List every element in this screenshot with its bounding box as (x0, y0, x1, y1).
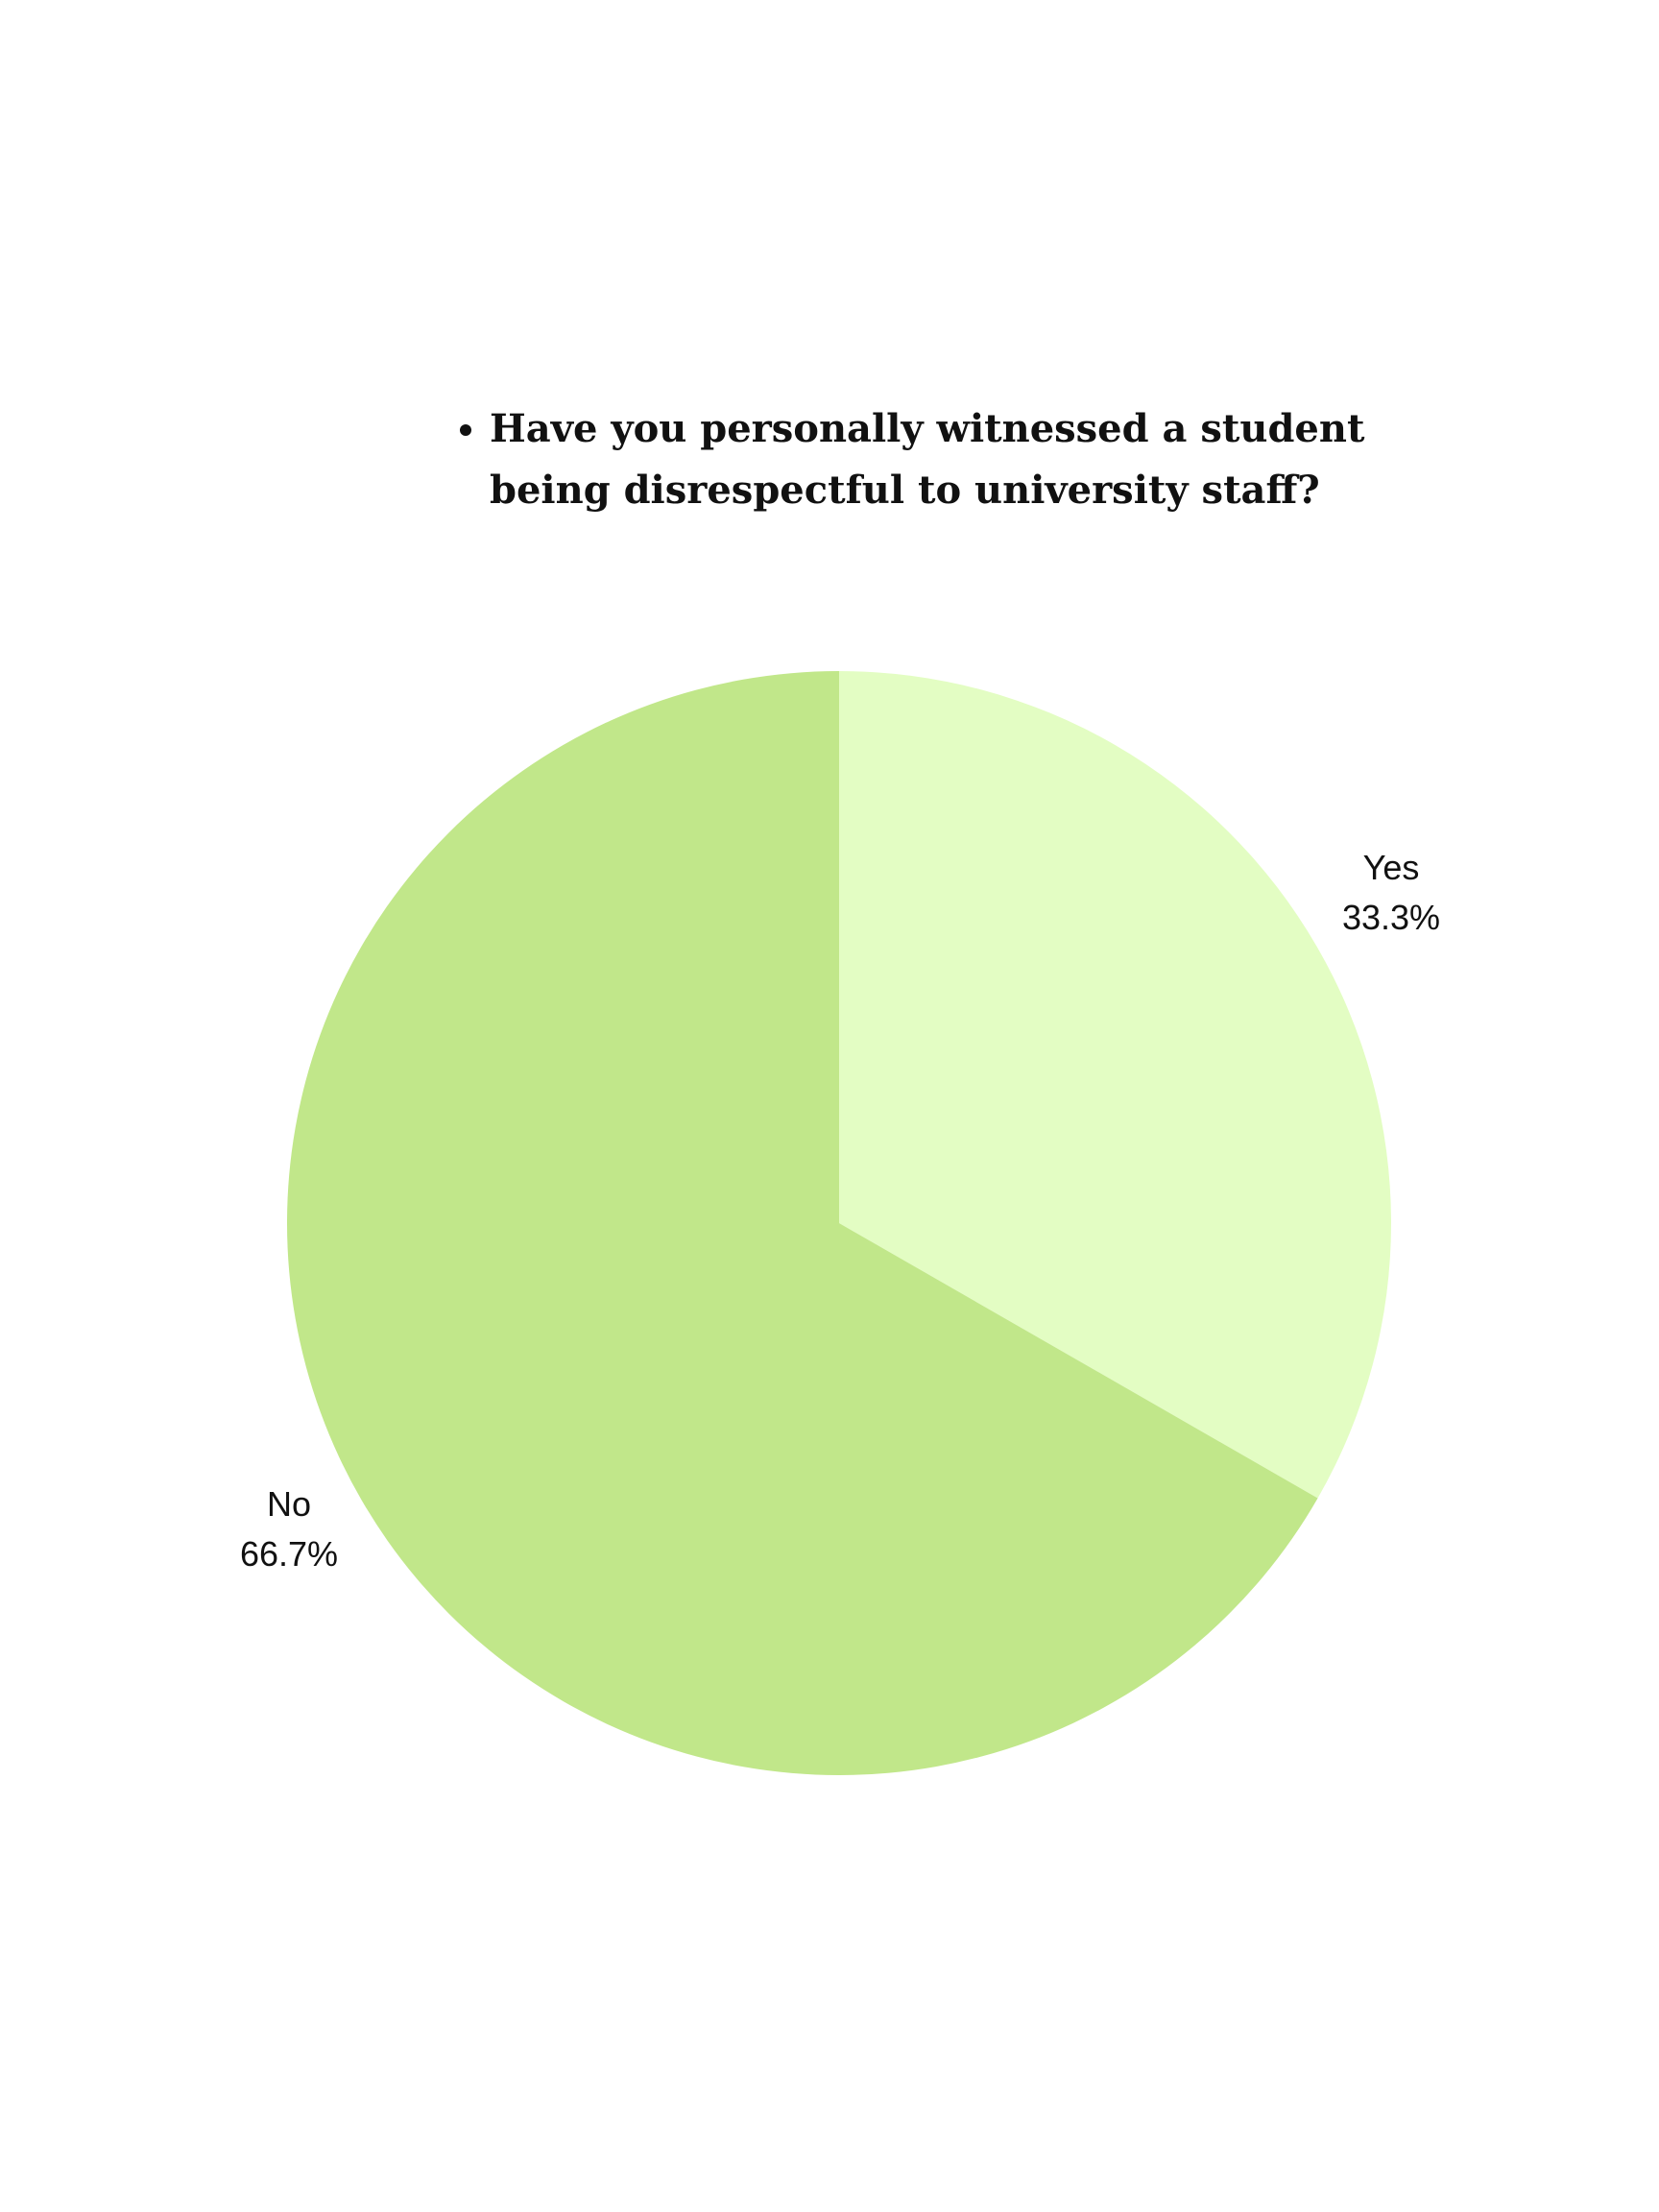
slice-percent-label: 33.3% (1342, 898, 1440, 937)
pie-labels: Yes 33.3% No 66.7% (240, 848, 1440, 1574)
slice-category-label: No (267, 1484, 311, 1524)
pie-slice-no (287, 671, 1318, 1775)
pie-slice-yes (839, 671, 1391, 1499)
slice-category-label: Yes (1363, 848, 1420, 887)
slice-percent-label: 66.7% (240, 1534, 338, 1574)
pie-slices (287, 671, 1391, 1775)
chart-title-text: Have you personally witnessed a student … (490, 398, 1373, 521)
chart-title: Have you personally witnessed a student … (451, 398, 1373, 521)
